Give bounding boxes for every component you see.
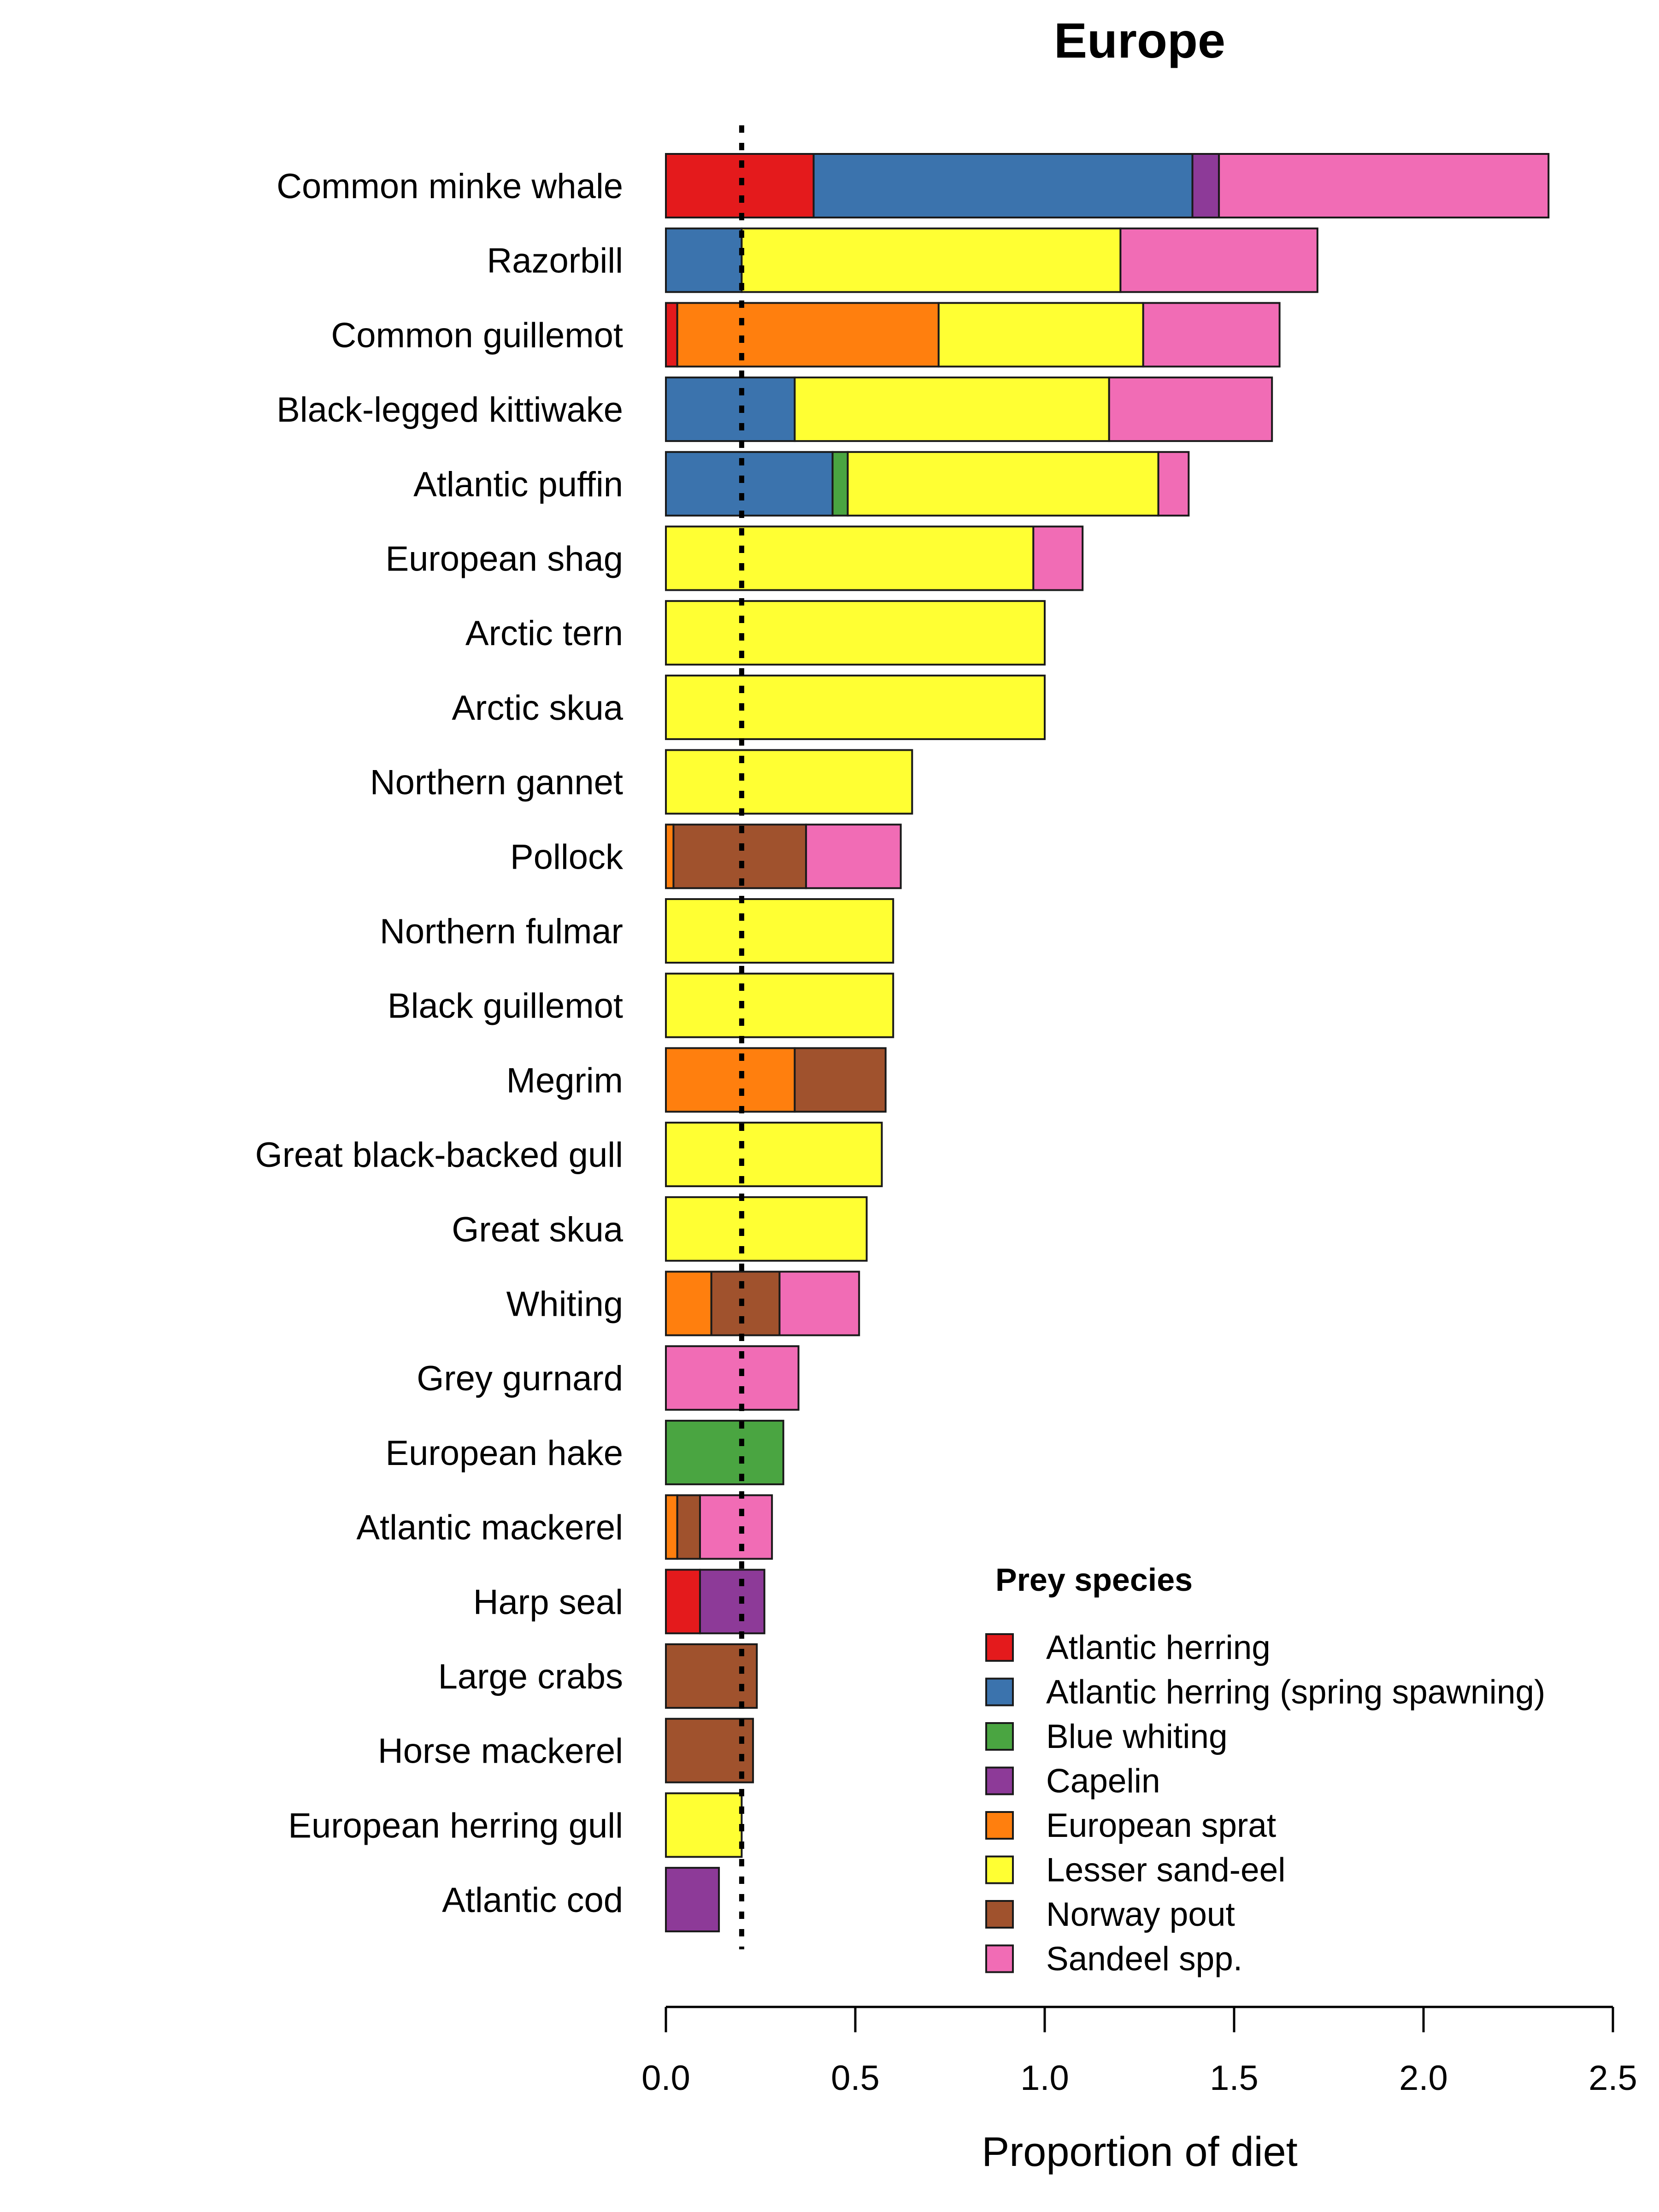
bar-grey-gurnard-sandeel-spp xyxy=(665,1345,800,1411)
bar-european-hake-blue-whiting xyxy=(665,1419,784,1485)
bar-megrim-european-sprat xyxy=(665,1047,796,1113)
legend-label: Lesser sand-eel xyxy=(1046,1852,1285,1889)
category-label: Atlantic cod xyxy=(442,1881,623,1920)
bar-razorbill-sandeel-spp xyxy=(1119,227,1318,293)
x-tick-label: 1.0 xyxy=(1020,2059,1069,2098)
category-label: Megrim xyxy=(506,1061,623,1100)
bar-common-minke-whale-sandeel-spp xyxy=(1218,153,1550,218)
legend-swatch-sandeel-spp xyxy=(985,1944,1014,1973)
category-label: Black-legged kittiwake xyxy=(276,390,623,429)
legend-label: Blue whiting xyxy=(1046,1718,1228,1755)
category-label: European herring gull xyxy=(288,1806,623,1845)
bar-razorbill-lesser-sand-eel xyxy=(741,227,1122,293)
x-tick-label: 2.0 xyxy=(1399,2059,1448,2098)
bars-group xyxy=(665,153,1550,1933)
bar-pollock-sandeel-spp xyxy=(805,824,902,889)
category-label: Whiting xyxy=(506,1285,623,1324)
bar-atlantic-puffin-atlantic-herring-spring-spawning xyxy=(665,451,834,517)
category-label: Common minke whale xyxy=(276,167,623,206)
bar-atlantic-puffin-lesser-sand-eel xyxy=(847,451,1159,517)
bar-atlantic-cod-capelin xyxy=(665,1867,720,1933)
bar-whiting-european-sprat xyxy=(665,1271,712,1336)
category-label: Horse mackerel xyxy=(378,1732,623,1771)
category-label: Grey gurnard xyxy=(417,1359,623,1398)
bar-common-minke-whale-capelin xyxy=(1191,153,1220,218)
x-tick-label: 2.5 xyxy=(1588,2059,1637,2098)
x-tick-label: 0.5 xyxy=(831,2059,880,2098)
bar-atlantic-mackerel-norway-pout xyxy=(676,1494,701,1560)
x-axis: 0.0 0.5 1.0 1.5 2.0 2.5 xyxy=(641,2006,1637,2098)
category-label: Common guillemot xyxy=(331,316,623,355)
bar-black-legged-kittiwake-lesser-sand-eel xyxy=(794,377,1110,442)
bar-whiting-sandeel-spp xyxy=(778,1271,860,1336)
category-label: Black guillemot xyxy=(388,987,623,1026)
bar-large-crabs-norway-pout xyxy=(665,1643,758,1709)
x-tick-label: 0.0 xyxy=(641,2059,690,2098)
bar-common-minke-whale-atlantic-herring-spring-spawning xyxy=(812,153,1194,218)
category-label: European hake xyxy=(385,1434,623,1473)
bar-pollock-norway-pout xyxy=(672,824,807,889)
category-label: Harp seal xyxy=(473,1583,623,1622)
bar-razorbill-atlantic-herring-spring-spawning xyxy=(665,227,743,293)
bar-pollock-european-sprat xyxy=(665,824,675,889)
bar-atlantic-puffin-sandeel-spp xyxy=(1157,451,1190,517)
bar-great-skua-lesser-sand-eel xyxy=(665,1196,868,1262)
legend-swatch-atlantic-herring xyxy=(985,1633,1014,1662)
bar-atlantic-mackerel-european-sprat xyxy=(665,1494,678,1560)
legend-label: European sprat xyxy=(1046,1807,1276,1844)
category-label: Northern gannet xyxy=(370,763,623,802)
category-label: Atlantic mackerel xyxy=(356,1508,623,1547)
bar-common-guillemot-lesser-sand-eel xyxy=(937,302,1144,368)
bar-arctic-tern-lesser-sand-eel xyxy=(665,600,1046,666)
category-label: Pollock xyxy=(510,837,624,877)
legend-swatch-norway-pout xyxy=(985,1900,1014,1929)
legend-label: Sandeel spp. xyxy=(1046,1941,1242,1978)
bar-european-shag-lesser-sand-eel xyxy=(665,525,1035,591)
bar-atlantic-mackerel-sandeel-spp xyxy=(699,1494,773,1560)
bar-european-herring-gull-lesser-sand-eel xyxy=(665,1792,743,1858)
bar-northern-fulmar-lesser-sand-eel xyxy=(665,898,894,964)
legend-label: Atlantic herring xyxy=(1046,1629,1271,1666)
legend-swatch-atlantic-herring-spring-spawning xyxy=(985,1677,1014,1706)
legend-title: Prey species xyxy=(995,1562,1193,1598)
bar-atlantic-puffin-blue-whiting xyxy=(831,451,849,517)
chart-title: Europe xyxy=(1054,12,1225,68)
category-label: Great black-backed gull xyxy=(255,1135,623,1175)
legend-swatch-european-sprat xyxy=(985,1811,1014,1840)
bar-black-guillemot-lesser-sand-eel xyxy=(665,972,894,1038)
bar-megrim-norway-pout xyxy=(794,1047,887,1113)
x-tick-label: 1.5 xyxy=(1210,2059,1259,2098)
category-label: Arctic tern xyxy=(465,614,623,653)
bar-arctic-skua-lesser-sand-eel xyxy=(665,674,1046,740)
x-axis-title: Proportion of diet xyxy=(982,2129,1297,2175)
bar-whiting-norway-pout xyxy=(710,1271,781,1336)
legend-swatch-capelin xyxy=(985,1766,1014,1795)
legend-swatch-lesser-sand-eel xyxy=(985,1855,1014,1884)
bar-northern-gannet-lesser-sand-eel xyxy=(665,749,913,815)
category-label: Atlantic puffin xyxy=(413,465,623,504)
bar-horse-mackerel-norway-pout xyxy=(665,1718,754,1783)
legend: Prey species Atlantic herring Atlantic he… xyxy=(985,1562,1545,1978)
bar-common-guillemot-european-sprat xyxy=(676,302,940,368)
legend-swatch-blue-whiting xyxy=(985,1722,1014,1751)
bar-harp-seal-atlantic-herring xyxy=(665,1569,701,1635)
bar-common-guillemot-sandeel-spp xyxy=(1142,302,1281,368)
bar-black-legged-kittiwake-sandeel-spp xyxy=(1108,377,1273,442)
bar-great-black-backed-gull-lesser-sand-eel xyxy=(665,1122,883,1188)
legend-label: Atlantic herring (spring spawning) xyxy=(1046,1674,1545,1711)
bar-common-guillemot-atlantic-herring xyxy=(665,302,678,368)
category-label: European shag xyxy=(385,540,623,579)
legend-label: Capelin xyxy=(1046,1763,1160,1800)
category-labels: Common minke whale Razorbill Common guille… xyxy=(255,167,624,1920)
bar-black-legged-kittiwake-atlantic-herring-spring-spawning xyxy=(665,377,796,442)
category-label: Great skua xyxy=(452,1210,623,1249)
category-label: Large crabs xyxy=(438,1657,623,1696)
category-label: Razorbill xyxy=(487,241,623,281)
bar-european-shag-sandeel-spp xyxy=(1032,525,1084,591)
bar-harp-seal-capelin xyxy=(699,1569,765,1635)
category-label: Arctic skua xyxy=(452,688,623,728)
category-label: Northern fulmar xyxy=(380,912,623,951)
legend-label: Norway pout xyxy=(1046,1896,1235,1933)
